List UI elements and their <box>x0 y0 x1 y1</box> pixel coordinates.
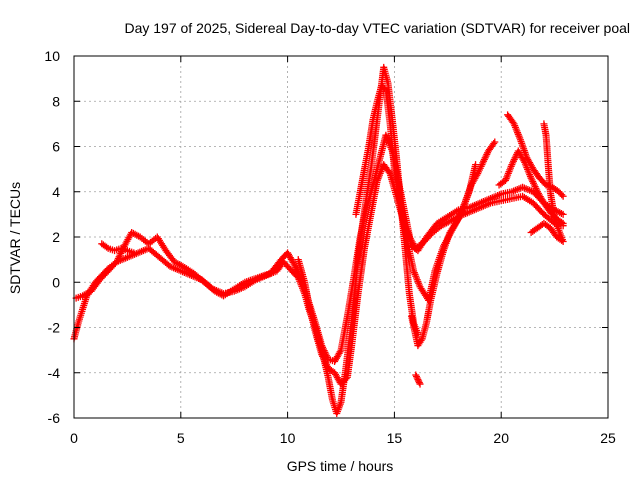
data-point-marker <box>414 376 422 384</box>
grid-lines <box>74 56 608 418</box>
data-point-marker <box>491 138 499 146</box>
y-tick-label: 6 <box>52 139 60 155</box>
data-point-marker <box>559 219 567 227</box>
y-tick-label: 0 <box>52 274 60 290</box>
data-point-marker <box>380 84 388 92</box>
x-tick-label: 10 <box>280 430 296 446</box>
data-point-marker <box>559 210 567 218</box>
data-point-marker <box>385 168 393 176</box>
data-point-marker <box>558 191 566 199</box>
x-axis-label: GPS time / hours <box>287 458 394 474</box>
data-point-marker <box>412 371 420 379</box>
data-point-marker <box>540 120 548 128</box>
y-tick-label: 4 <box>52 184 60 200</box>
axis-ticks: 0 5 10 15 20 25 -6 -4 -2 0 2 4 6 8 10 <box>44 48 616 446</box>
y-axis-label: SDTVAR / TECUs <box>7 182 23 294</box>
data-point-marker <box>559 192 567 200</box>
chart-title: Day 197 of 2025, Sidereal Day-to-day VTE… <box>124 20 630 36</box>
data-point-marker <box>490 139 498 147</box>
data-point-marker <box>416 380 424 388</box>
data-point-marker <box>415 377 423 385</box>
x-tick-label: 15 <box>387 430 403 446</box>
x-tick-label: 0 <box>70 430 78 446</box>
x-tick-label: 20 <box>493 430 509 446</box>
x-tick-label: 25 <box>600 430 616 446</box>
y-tick-label: -4 <box>48 365 61 381</box>
data-point-marker <box>103 243 111 251</box>
data-point-marker <box>413 374 421 382</box>
data-points <box>70 63 567 417</box>
data-point-marker <box>472 161 480 169</box>
data-point-marker <box>412 373 420 381</box>
data-point-marker <box>342 375 350 383</box>
y-tick-label: 8 <box>52 93 60 109</box>
y-tick-label: 10 <box>44 48 60 64</box>
data-point-marker <box>336 348 344 356</box>
data-point-marker <box>130 249 138 257</box>
x-tick-label: 5 <box>177 430 185 446</box>
data-point-marker <box>415 379 423 387</box>
y-tick-label: -6 <box>48 410 61 426</box>
y-tick-label: -2 <box>48 320 61 336</box>
y-tick-label: 2 <box>52 229 60 245</box>
